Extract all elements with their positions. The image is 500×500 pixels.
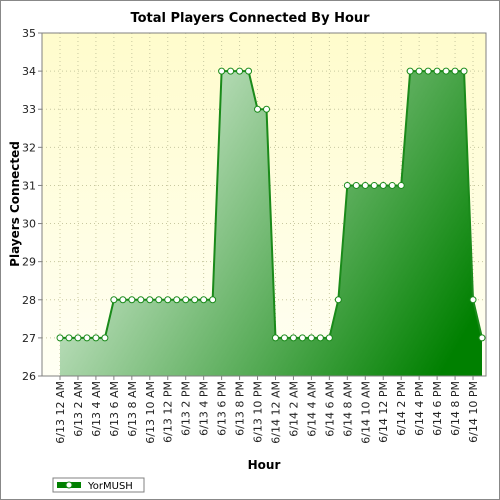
data-point [263, 105, 271, 113]
x-tick-label: 6/13 4 PM [198, 381, 211, 436]
data-point [227, 67, 235, 75]
data-point [397, 181, 405, 189]
data-points [56, 67, 486, 342]
data-point [155, 296, 163, 304]
data-point [478, 334, 486, 342]
data-point [289, 334, 297, 342]
x-tick-label: 6/13 12 AM [54, 381, 67, 444]
x-tick-label: 6/13 8 AM [126, 381, 139, 437]
data-point [370, 181, 378, 189]
data-point [460, 67, 468, 75]
x-tick-label: 6/13 8 PM [234, 381, 247, 436]
data-point [316, 334, 324, 342]
x-axis: 6/13 12 AM 6/13 2 AM 6/13 4 AM 6/13 6 AM 6/1… [54, 376, 480, 444]
data-point [164, 296, 172, 304]
x-tick-label: 6/14 4 AM [305, 381, 318, 437]
x-tick-label: 6/13 4 AM [90, 381, 103, 437]
data-point [110, 296, 118, 304]
y-tick-label: 35 [22, 27, 36, 40]
data-point [361, 181, 369, 189]
y-tick-label: 27 [22, 332, 36, 345]
legend-marker [65, 481, 73, 489]
y-axis: 26 27 28 29 30 31 32 33 34 35 [22, 27, 42, 383]
x-tick-label: 6/14 8 PM [449, 381, 462, 436]
data-point [146, 296, 154, 304]
x-tick-label: 6/13 10 AM [144, 381, 157, 444]
data-point [415, 67, 423, 75]
data-point [343, 181, 351, 189]
data-point [218, 67, 226, 75]
data-point [200, 296, 208, 304]
y-tick-label: 29 [22, 256, 36, 269]
x-axis-title: Hour [248, 458, 281, 472]
x-tick-label: 6/14 12 AM [269, 381, 282, 444]
legend: YorMUSH [52, 477, 145, 493]
data-point [191, 296, 199, 304]
x-tick-label: 6/13 6 PM [216, 381, 229, 436]
data-point [469, 296, 477, 304]
data-point [254, 105, 262, 113]
data-point [352, 181, 360, 189]
y-tick-label: 34 [22, 65, 36, 78]
y-tick-label: 33 [22, 103, 36, 116]
x-tick-label: 6/14 2 PM [395, 381, 408, 436]
x-tick-label: 6/14 10 AM [359, 381, 372, 444]
y-axis-title: Players Connected [8, 141, 22, 267]
data-point [128, 296, 136, 304]
data-point [307, 334, 315, 342]
x-tick-label: 6/13 2 PM [180, 381, 193, 436]
x-tick-label: 6/13 10 PM [252, 381, 265, 443]
data-point [119, 296, 127, 304]
data-point [433, 67, 441, 75]
data-point [236, 67, 244, 75]
data-point [173, 296, 181, 304]
data-point [56, 334, 64, 342]
y-tick-label: 32 [22, 141, 36, 154]
data-point [388, 181, 396, 189]
x-tick-label: 6/14 6 PM [431, 381, 444, 436]
x-tick-label: 6/14 12 PM [377, 381, 390, 443]
data-point [137, 296, 145, 304]
data-point [334, 296, 342, 304]
plot-frame [41, 32, 487, 377]
data-point [451, 67, 459, 75]
y-tick-label: 26 [22, 370, 36, 383]
y-tick-label: 31 [22, 179, 36, 192]
x-tick-label: 6/13 12 PM [162, 381, 175, 443]
data-point [65, 334, 73, 342]
x-tick-label: 6/14 4 PM [413, 381, 426, 436]
legend-box [52, 477, 145, 493]
data-point [182, 296, 190, 304]
x-tick-label: 6/14 10 PM [467, 381, 480, 443]
x-tick-label: 6/14 6 AM [323, 381, 336, 437]
y-tick-label: 28 [22, 294, 36, 307]
data-point [245, 67, 253, 75]
chart-title: Total Players Connected By Hour [130, 11, 370, 26]
y-tick-label: 30 [22, 218, 36, 231]
x-tick-label: 6/14 8 AM [341, 381, 354, 437]
data-point [209, 296, 217, 304]
data-point [74, 334, 82, 342]
data-point [298, 334, 306, 342]
x-tick-label: 6/14 2 AM [287, 381, 300, 437]
legend-label: YorMUSH [87, 481, 133, 492]
data-point [442, 67, 450, 75]
data-point [83, 334, 91, 342]
data-point [325, 334, 333, 342]
data-point [92, 334, 100, 342]
data-point [406, 67, 414, 75]
data-point [271, 334, 279, 342]
x-tick-label: 6/13 2 AM [72, 381, 85, 437]
data-point [101, 334, 109, 342]
data-point [424, 67, 432, 75]
data-point [379, 181, 387, 189]
x-tick-label: 6/13 6 AM [108, 381, 121, 437]
data-point [280, 334, 288, 342]
